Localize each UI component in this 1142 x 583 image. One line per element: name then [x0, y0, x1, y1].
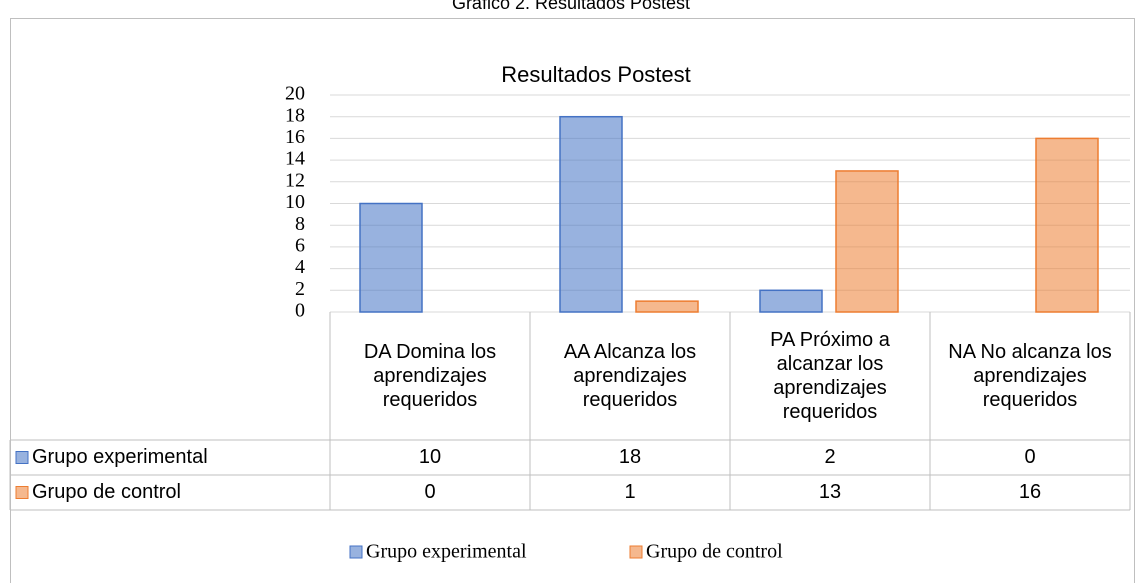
bar	[835, 170, 899, 313]
y-tick-label: 6	[295, 234, 305, 256]
table-row-label: Grupo experimental	[32, 446, 208, 468]
legend-label: Grupo de control	[646, 541, 783, 563]
table-legend-key	[15, 451, 29, 464]
legend-label: Grupo experimental	[366, 541, 527, 563]
table-value: 1	[624, 481, 635, 503]
legend-key	[349, 545, 363, 559]
table-legend-key	[15, 486, 29, 499]
y-tick-label: 12	[285, 169, 305, 191]
y-tick-label: 14	[285, 148, 305, 170]
table-value: 0	[424, 481, 435, 503]
caption: Gráfico 2. Resultados Postest	[452, 0, 690, 13]
bar	[359, 202, 423, 313]
x-tick-label: PA Próximo a alcanzar los aprendizajes r…	[770, 329, 890, 423]
bar	[1035, 137, 1099, 313]
x-tick-label: NA No alcanza los aprendizajes requerido…	[948, 341, 1112, 411]
table-value: 10	[419, 446, 441, 468]
table-value: 2	[824, 446, 835, 468]
bar	[559, 115, 623, 313]
chart-border	[10, 18, 1135, 583]
table-value: 0	[1024, 446, 1035, 468]
table-row-label: Grupo de control	[32, 481, 181, 503]
x-tick-label: AA Alcanza los aprendizajes requeridos	[563, 341, 697, 411]
y-tick-label: 20	[285, 83, 305, 105]
bar	[635, 300, 699, 313]
chart-title: Resultados Postest	[501, 62, 691, 87]
y-tick-label: 8	[295, 213, 305, 235]
y-tick-label: 16	[285, 126, 305, 148]
y-tick-label: 18	[285, 104, 305, 126]
table-value: 16	[1019, 481, 1041, 503]
table-value: 18	[619, 446, 641, 468]
y-tick-label: 2	[295, 278, 305, 300]
bar	[759, 289, 823, 313]
table-value: 13	[819, 481, 841, 503]
legend-key	[629, 545, 643, 559]
y-tick-label: 10	[285, 191, 305, 213]
y-tick-label: 4	[295, 256, 305, 278]
x-tick-label: DA Domina los aprendizajes requeridos	[363, 341, 497, 411]
y-tick-label: 0	[295, 300, 305, 322]
